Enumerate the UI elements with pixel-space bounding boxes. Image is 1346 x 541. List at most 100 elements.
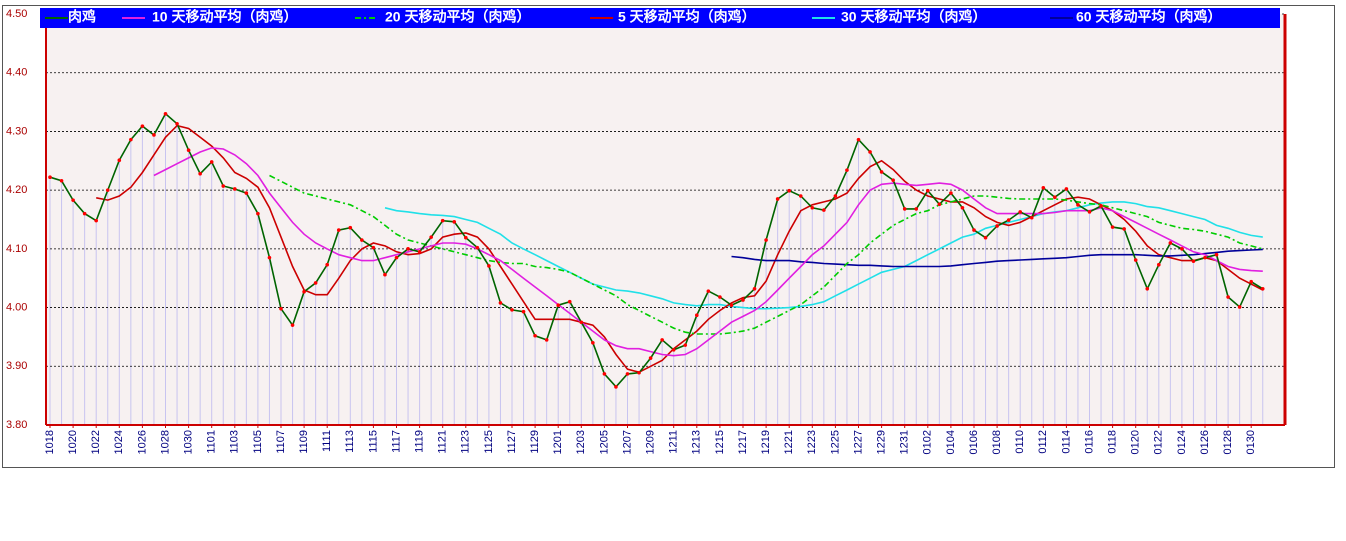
x-tick-label: 1022	[90, 430, 102, 454]
point-marker	[1076, 203, 1080, 207]
point-marker	[1087, 210, 1092, 214]
series-line	[153, 147, 1263, 357]
point-marker	[163, 112, 168, 116]
point-marker	[290, 323, 295, 327]
x-tick-label: 0126	[1199, 430, 1211, 454]
point-marker	[475, 245, 480, 250]
point-marker	[972, 228, 976, 232]
point-marker	[845, 168, 849, 172]
point-marker	[1168, 241, 1173, 245]
x-tick-label: 1223	[806, 430, 818, 454]
x-tick-label: 1111	[321, 430, 333, 452]
point-marker	[718, 295, 722, 299]
point-marker	[625, 372, 630, 376]
x-tick-label: 0108	[991, 430, 1003, 454]
point-marker	[244, 191, 249, 195]
point-marker	[1214, 252, 1219, 257]
point-marker	[175, 121, 179, 126]
point-marker	[1145, 286, 1150, 291]
point-marker	[591, 341, 595, 345]
legend-label: 肉鸡	[68, 9, 96, 25]
x-tick-label: 0124	[1176, 430, 1188, 454]
x-tick-label: 1227	[852, 430, 864, 454]
point-marker	[1110, 225, 1115, 229]
y-tick-label: 3.80	[6, 419, 27, 431]
point-marker	[695, 313, 699, 318]
x-tick-label: 1121	[437, 430, 449, 454]
y-tick-label: 4.30	[6, 125, 27, 137]
point-marker	[233, 187, 237, 191]
legend-label: 20 天移动平均（肉鸡）	[385, 9, 530, 25]
x-tick-label: 1109	[298, 430, 310, 454]
point-marker	[556, 303, 560, 308]
x-tick-label: 0118	[1107, 430, 1119, 454]
x-tick-label: 1117	[390, 430, 402, 453]
x-tick-label: 1209	[645, 430, 657, 454]
point-marker	[926, 188, 930, 193]
point-marker	[464, 235, 468, 240]
x-tick-label: 0106	[968, 430, 980, 454]
x-tick-label: 0116	[1083, 430, 1095, 454]
x-tick-label: 1107	[275, 430, 287, 454]
point-marker	[152, 133, 156, 137]
x-tick-label: 1231	[899, 430, 911, 454]
point-marker	[452, 220, 457, 224]
point-marker	[209, 160, 214, 164]
point-marker	[879, 170, 884, 174]
x-tick-label: 1217	[737, 430, 749, 454]
point-marker	[1006, 218, 1011, 222]
y-tick-label: 4.50	[6, 8, 27, 20]
point-marker	[406, 247, 410, 251]
point-marker	[371, 245, 376, 250]
point-marker	[198, 171, 202, 176]
point-marker	[429, 235, 433, 239]
point-marker	[683, 343, 688, 347]
x-tick-label: 1024	[113, 430, 125, 454]
point-marker	[914, 207, 919, 211]
point-marker	[117, 158, 122, 162]
point-marker	[510, 308, 514, 312]
y-tick-label: 4.40	[6, 67, 27, 79]
point-marker	[394, 255, 399, 260]
point-marker	[1041, 185, 1046, 190]
x-tick-label: 1113	[344, 430, 356, 453]
legend-label: 60 天移动平均（肉鸡）	[1076, 9, 1221, 25]
point-marker	[660, 338, 664, 342]
point-marker	[937, 202, 942, 207]
point-marker	[752, 286, 757, 291]
x-tick-label: 1103	[229, 430, 241, 454]
x-tick-label: 1020	[67, 430, 79, 454]
x-tick-label: 1207	[621, 430, 633, 454]
point-marker	[1203, 255, 1207, 260]
point-marker	[82, 211, 87, 216]
point-marker	[1260, 286, 1265, 291]
x-tick-label: 1211	[668, 430, 680, 454]
point-marker	[1122, 227, 1126, 231]
point-marker	[71, 198, 75, 202]
point-marker	[960, 205, 965, 210]
point-marker	[729, 303, 734, 308]
point-marker	[1053, 195, 1057, 199]
point-marker	[487, 264, 491, 268]
point-marker	[417, 249, 422, 254]
point-marker	[1226, 295, 1230, 299]
point-marker	[440, 218, 445, 223]
x-tick-label: 0110	[1014, 430, 1026, 454]
point-marker	[856, 137, 861, 142]
x-tick-label: 1101	[206, 430, 218, 454]
x-tick-label: 1215	[714, 430, 726, 454]
point-marker	[822, 208, 826, 212]
y-tick-label: 4.00	[6, 301, 27, 313]
point-marker	[521, 309, 526, 314]
x-tick-label: 1123	[460, 430, 472, 454]
point-marker	[140, 124, 145, 128]
point-marker	[1064, 187, 1069, 191]
point-marker	[983, 235, 988, 240]
point-marker	[186, 148, 191, 153]
point-marker	[798, 194, 803, 198]
point-marker	[302, 289, 306, 294]
plot-background	[46, 14, 1285, 425]
point-marker	[1099, 204, 1103, 208]
point-marker	[498, 301, 503, 305]
